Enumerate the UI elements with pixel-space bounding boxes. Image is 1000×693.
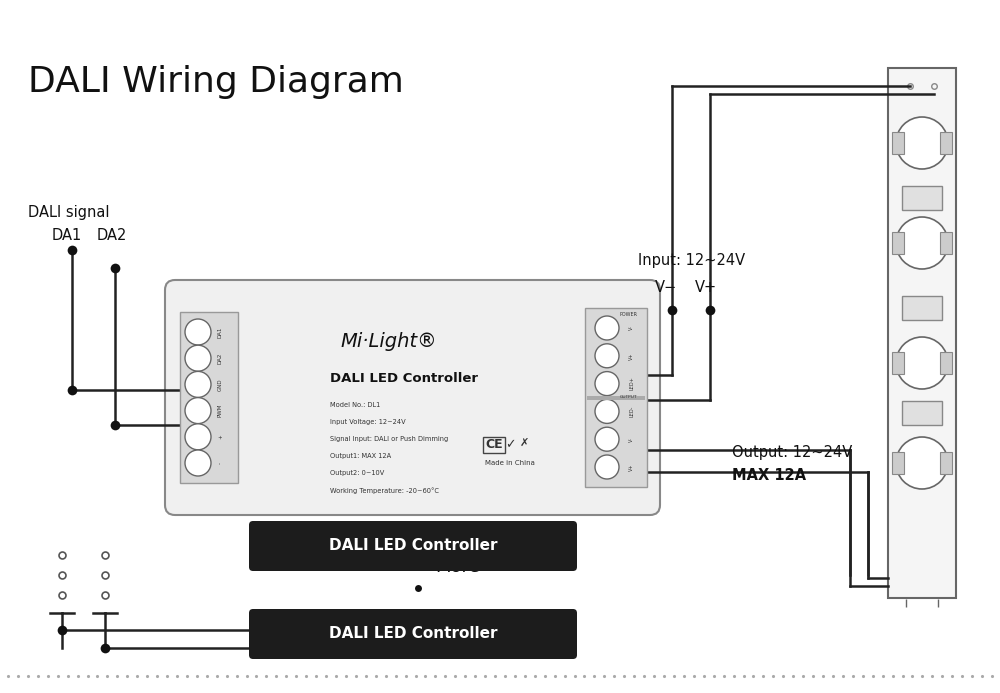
FancyBboxPatch shape <box>165 280 660 515</box>
Bar <box>902 186 942 210</box>
Text: DA2: DA2 <box>218 353 223 364</box>
Bar <box>892 132 904 154</box>
Bar <box>892 352 904 374</box>
Bar <box>892 452 904 474</box>
Text: Mi·Light®: Mi·Light® <box>340 332 437 351</box>
Text: DALI Wiring Diagram: DALI Wiring Diagram <box>28 65 404 99</box>
FancyBboxPatch shape <box>249 609 577 659</box>
Text: GND: GND <box>218 378 223 391</box>
Circle shape <box>595 344 619 368</box>
Text: ✓: ✓ <box>505 438 516 451</box>
Text: Signal Input: DALI or Push Dimming: Signal Input: DALI or Push Dimming <box>330 436 448 442</box>
Bar <box>940 132 952 154</box>
Text: Output1: MAX 12A: Output1: MAX 12A <box>330 453 391 459</box>
Text: More: More <box>435 558 480 576</box>
Bar <box>587 396 645 399</box>
Circle shape <box>595 399 619 423</box>
Text: DALI signal: DALI signal <box>28 205 110 220</box>
Text: -: - <box>218 462 223 464</box>
Bar <box>902 296 942 320</box>
Bar <box>180 312 238 483</box>
Text: DALI LED Controller: DALI LED Controller <box>329 626 497 642</box>
Text: +: + <box>218 435 223 439</box>
Text: CE: CE <box>485 438 503 451</box>
Text: Input: 12~24V: Input: 12~24V <box>638 253 745 268</box>
Text: DA2: DA2 <box>97 228 127 243</box>
Circle shape <box>595 316 619 340</box>
Circle shape <box>595 455 619 479</box>
Text: MAX 12A: MAX 12A <box>732 468 806 483</box>
Bar <box>940 232 952 254</box>
Circle shape <box>185 371 211 397</box>
Text: Made in China: Made in China <box>485 460 535 466</box>
Text: V-: V- <box>629 326 634 331</box>
Bar <box>940 352 952 374</box>
Text: V+: V+ <box>629 463 634 471</box>
Bar <box>483 437 505 453</box>
Text: V+: V+ <box>695 280 717 295</box>
Text: OUTPUT: OUTPUT <box>620 396 638 399</box>
Bar <box>585 308 647 487</box>
Text: V+: V+ <box>629 352 634 360</box>
Text: DALI LED Controller: DALI LED Controller <box>330 372 478 385</box>
Bar <box>902 401 942 425</box>
Text: Input Voltage: 12~24V: Input Voltage: 12~24V <box>330 419 406 425</box>
Text: LED-: LED- <box>629 405 634 417</box>
Text: V-: V- <box>629 437 634 441</box>
Circle shape <box>896 337 948 389</box>
Circle shape <box>185 424 211 450</box>
Text: PWM: PWM <box>218 404 223 417</box>
Circle shape <box>896 437 948 489</box>
Text: Working Temperature: -20~60°C: Working Temperature: -20~60°C <box>330 487 439 493</box>
Text: DA1: DA1 <box>52 228 82 243</box>
Bar <box>888 68 956 598</box>
Text: LED+: LED+ <box>629 377 634 390</box>
Circle shape <box>896 117 948 169</box>
FancyBboxPatch shape <box>249 521 577 571</box>
Text: POWER: POWER <box>620 312 638 317</box>
Circle shape <box>185 345 211 371</box>
Bar <box>940 452 952 474</box>
Text: DALI LED Controller: DALI LED Controller <box>329 538 497 554</box>
Text: ✗: ✗ <box>520 438 529 448</box>
Text: Output2: 0~10V: Output2: 0~10V <box>330 470 384 476</box>
Circle shape <box>595 371 619 396</box>
Circle shape <box>896 217 948 269</box>
Circle shape <box>185 398 211 423</box>
Text: Output: 12~24V: Output: 12~24V <box>732 445 852 460</box>
Text: DA1: DA1 <box>218 326 223 337</box>
Circle shape <box>595 427 619 451</box>
Circle shape <box>185 319 211 345</box>
Text: Model No.: DL1: Model No.: DL1 <box>330 402 380 408</box>
Circle shape <box>185 450 211 476</box>
Bar <box>892 232 904 254</box>
Text: V−: V− <box>655 280 677 295</box>
